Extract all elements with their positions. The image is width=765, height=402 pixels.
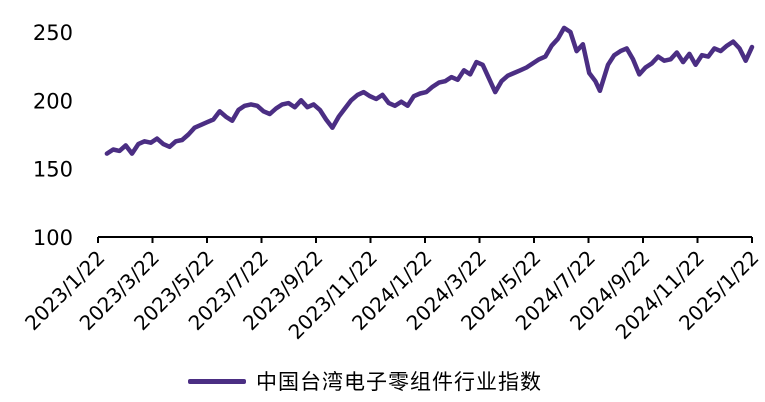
y-tick-label: 100	[33, 226, 73, 250]
y-tick-label: 150	[33, 158, 73, 182]
y-tick-label: 200	[33, 89, 73, 113]
legend-swatch	[188, 378, 246, 384]
legend: 中国台湾电子零组件行业指数	[188, 368, 542, 394]
y-tick-label: 250	[33, 21, 73, 45]
series-line	[104, 25, 755, 156]
legend-label: 中国台湾电子零组件行业指数	[256, 370, 542, 394]
y-axis-ticks: 100 150 200 250	[33, 21, 73, 250]
line-chart: 100 150 200 250 2023/1/222023/3/222023/5/22…	[20, 21, 764, 344]
x-axis-ticks: 2023/1/222023/3/222023/5/222023/7/222023…	[20, 237, 764, 344]
